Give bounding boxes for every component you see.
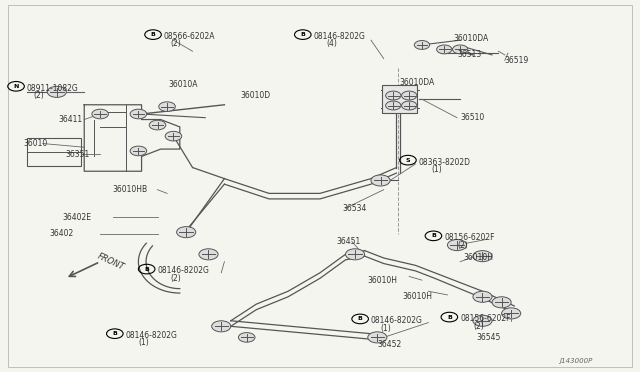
Circle shape [130, 109, 147, 119]
Circle shape [502, 308, 521, 319]
Text: 36010: 36010 [24, 139, 48, 148]
Text: 08363-8202D: 08363-8202D [419, 157, 471, 167]
Text: 36351: 36351 [65, 150, 90, 159]
Text: 36451: 36451 [336, 237, 360, 246]
Text: (2): (2) [33, 91, 44, 100]
Text: 08911-1082G: 08911-1082G [27, 84, 79, 93]
Circle shape [177, 227, 196, 238]
Circle shape [212, 321, 231, 332]
Text: 36010H: 36010H [403, 292, 433, 301]
Circle shape [473, 291, 492, 302]
Circle shape [447, 240, 467, 251]
Text: 36519: 36519 [505, 56, 529, 65]
Text: 08156-6202F: 08156-6202F [444, 233, 495, 242]
Text: 36411: 36411 [59, 115, 83, 124]
Text: 36010DA: 36010DA [454, 34, 489, 43]
Text: (2): (2) [170, 274, 181, 283]
Text: 36010DA: 36010DA [399, 78, 435, 87]
Circle shape [239, 333, 255, 342]
Text: 36452: 36452 [378, 340, 402, 349]
Text: 36402: 36402 [49, 230, 74, 238]
Text: 36513: 36513 [457, 51, 481, 60]
Text: (4): (4) [326, 39, 337, 48]
Circle shape [414, 41, 429, 49]
Circle shape [199, 249, 218, 260]
Text: 08146-8202G: 08146-8202G [314, 32, 365, 41]
Text: 08146-8202G: 08146-8202G [125, 331, 177, 340]
Text: S: S [406, 158, 410, 163]
Text: B: B [358, 317, 363, 321]
Circle shape [452, 45, 468, 54]
Circle shape [401, 101, 417, 110]
Text: (2): (2) [170, 39, 181, 48]
Circle shape [165, 131, 182, 141]
Text: (2): (2) [473, 322, 484, 331]
Text: (1): (1) [138, 339, 149, 347]
Text: 36545: 36545 [476, 333, 500, 342]
Text: B: B [113, 331, 117, 336]
Text: 08566-6202A: 08566-6202A [164, 32, 216, 41]
Circle shape [47, 86, 67, 97]
Circle shape [368, 332, 387, 343]
Text: 36510: 36510 [460, 113, 484, 122]
Text: B: B [431, 233, 436, 238]
Text: 36402E: 36402E [62, 213, 91, 222]
Text: (1): (1) [431, 165, 442, 174]
Circle shape [371, 175, 390, 186]
Text: 36010D: 36010D [241, 91, 271, 100]
Circle shape [92, 109, 108, 119]
Text: 36010H: 36010H [463, 253, 493, 263]
Circle shape [386, 91, 401, 100]
Text: B: B [447, 315, 452, 320]
Text: B: B [150, 32, 156, 37]
Circle shape [130, 146, 147, 156]
Text: 36010A: 36010A [168, 80, 198, 89]
Text: (2): (2) [457, 241, 468, 250]
Circle shape [473, 251, 492, 262]
Circle shape [386, 101, 401, 110]
Text: 36010HB: 36010HB [113, 185, 148, 194]
Text: B: B [144, 267, 149, 272]
Circle shape [473, 315, 492, 326]
Text: FRONT: FRONT [96, 251, 125, 272]
Text: 08156-6202F: 08156-6202F [460, 314, 511, 323]
FancyBboxPatch shape [382, 86, 417, 113]
Text: 36534: 36534 [342, 203, 367, 213]
Text: J143000P: J143000P [559, 358, 593, 365]
Circle shape [492, 297, 511, 308]
Text: B: B [300, 32, 305, 37]
Circle shape [346, 249, 365, 260]
Circle shape [436, 45, 452, 54]
Circle shape [149, 120, 166, 130]
Circle shape [401, 91, 417, 100]
Text: (1): (1) [381, 324, 391, 333]
Circle shape [159, 102, 175, 112]
Text: 36010H: 36010H [368, 276, 398, 285]
Text: N: N [13, 84, 19, 89]
Text: 08146-8202G: 08146-8202G [157, 266, 209, 275]
Text: 08146-8202G: 08146-8202G [371, 316, 423, 325]
